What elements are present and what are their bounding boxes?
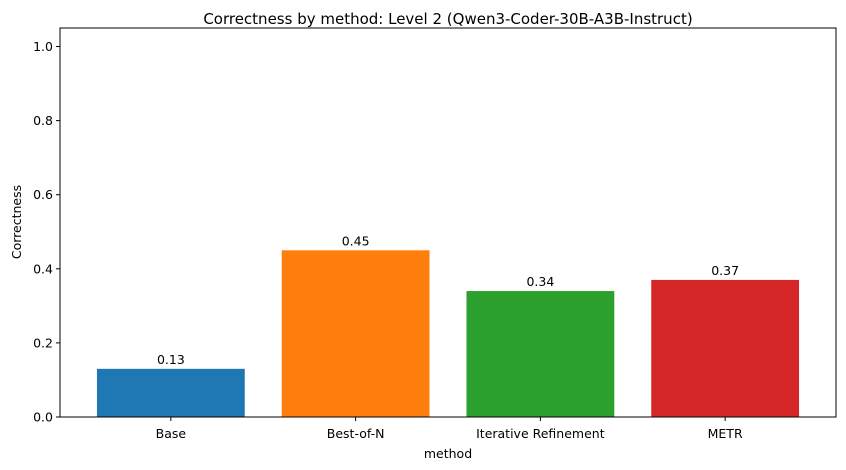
y-tick-label-3: 0.6 — [33, 187, 53, 202]
x-tick-label-3: METR — [708, 426, 743, 441]
x-tick-label-1: Best-of-N — [327, 426, 385, 441]
bars-layer — [96, 250, 800, 417]
bar-0 — [96, 368, 245, 417]
x-axis: Base Best-of-N Iterative Refinement METR — [156, 417, 743, 441]
y-axis: 0.0 0.2 0.4 0.6 0.8 1.0 — [33, 39, 60, 425]
y-tick-label-0: 0.0 — [33, 410, 53, 425]
y-tick-label-5: 1.0 — [33, 39, 53, 54]
x-tick-label-2: Iterative Refinement — [476, 426, 605, 441]
y-tick-label-4: 0.8 — [33, 113, 53, 128]
bar-3 — [651, 279, 800, 417]
bar-value-label-1: 0.45 — [342, 233, 370, 248]
chart-title: Correctness by method: Level 2 (Qwen3-Co… — [203, 10, 692, 28]
plot-frame — [59, 27, 837, 418]
bar-value-label-3: 0.37 — [711, 263, 739, 278]
x-tick-label-0: Base — [156, 426, 187, 441]
value-labels-layer: 0.13 0.45 0.34 0.37 — [157, 233, 739, 367]
bar-1 — [281, 250, 430, 417]
bar-value-label-0: 0.13 — [157, 352, 185, 367]
y-tick-label-2: 0.4 — [33, 261, 53, 276]
bar-2 — [466, 291, 615, 417]
y-tick-label-1: 0.2 — [33, 335, 53, 350]
y-axis-label: Correctness — [9, 185, 24, 259]
x-axis-label: method — [424, 446, 472, 461]
bar-value-label-2: 0.34 — [526, 274, 554, 289]
